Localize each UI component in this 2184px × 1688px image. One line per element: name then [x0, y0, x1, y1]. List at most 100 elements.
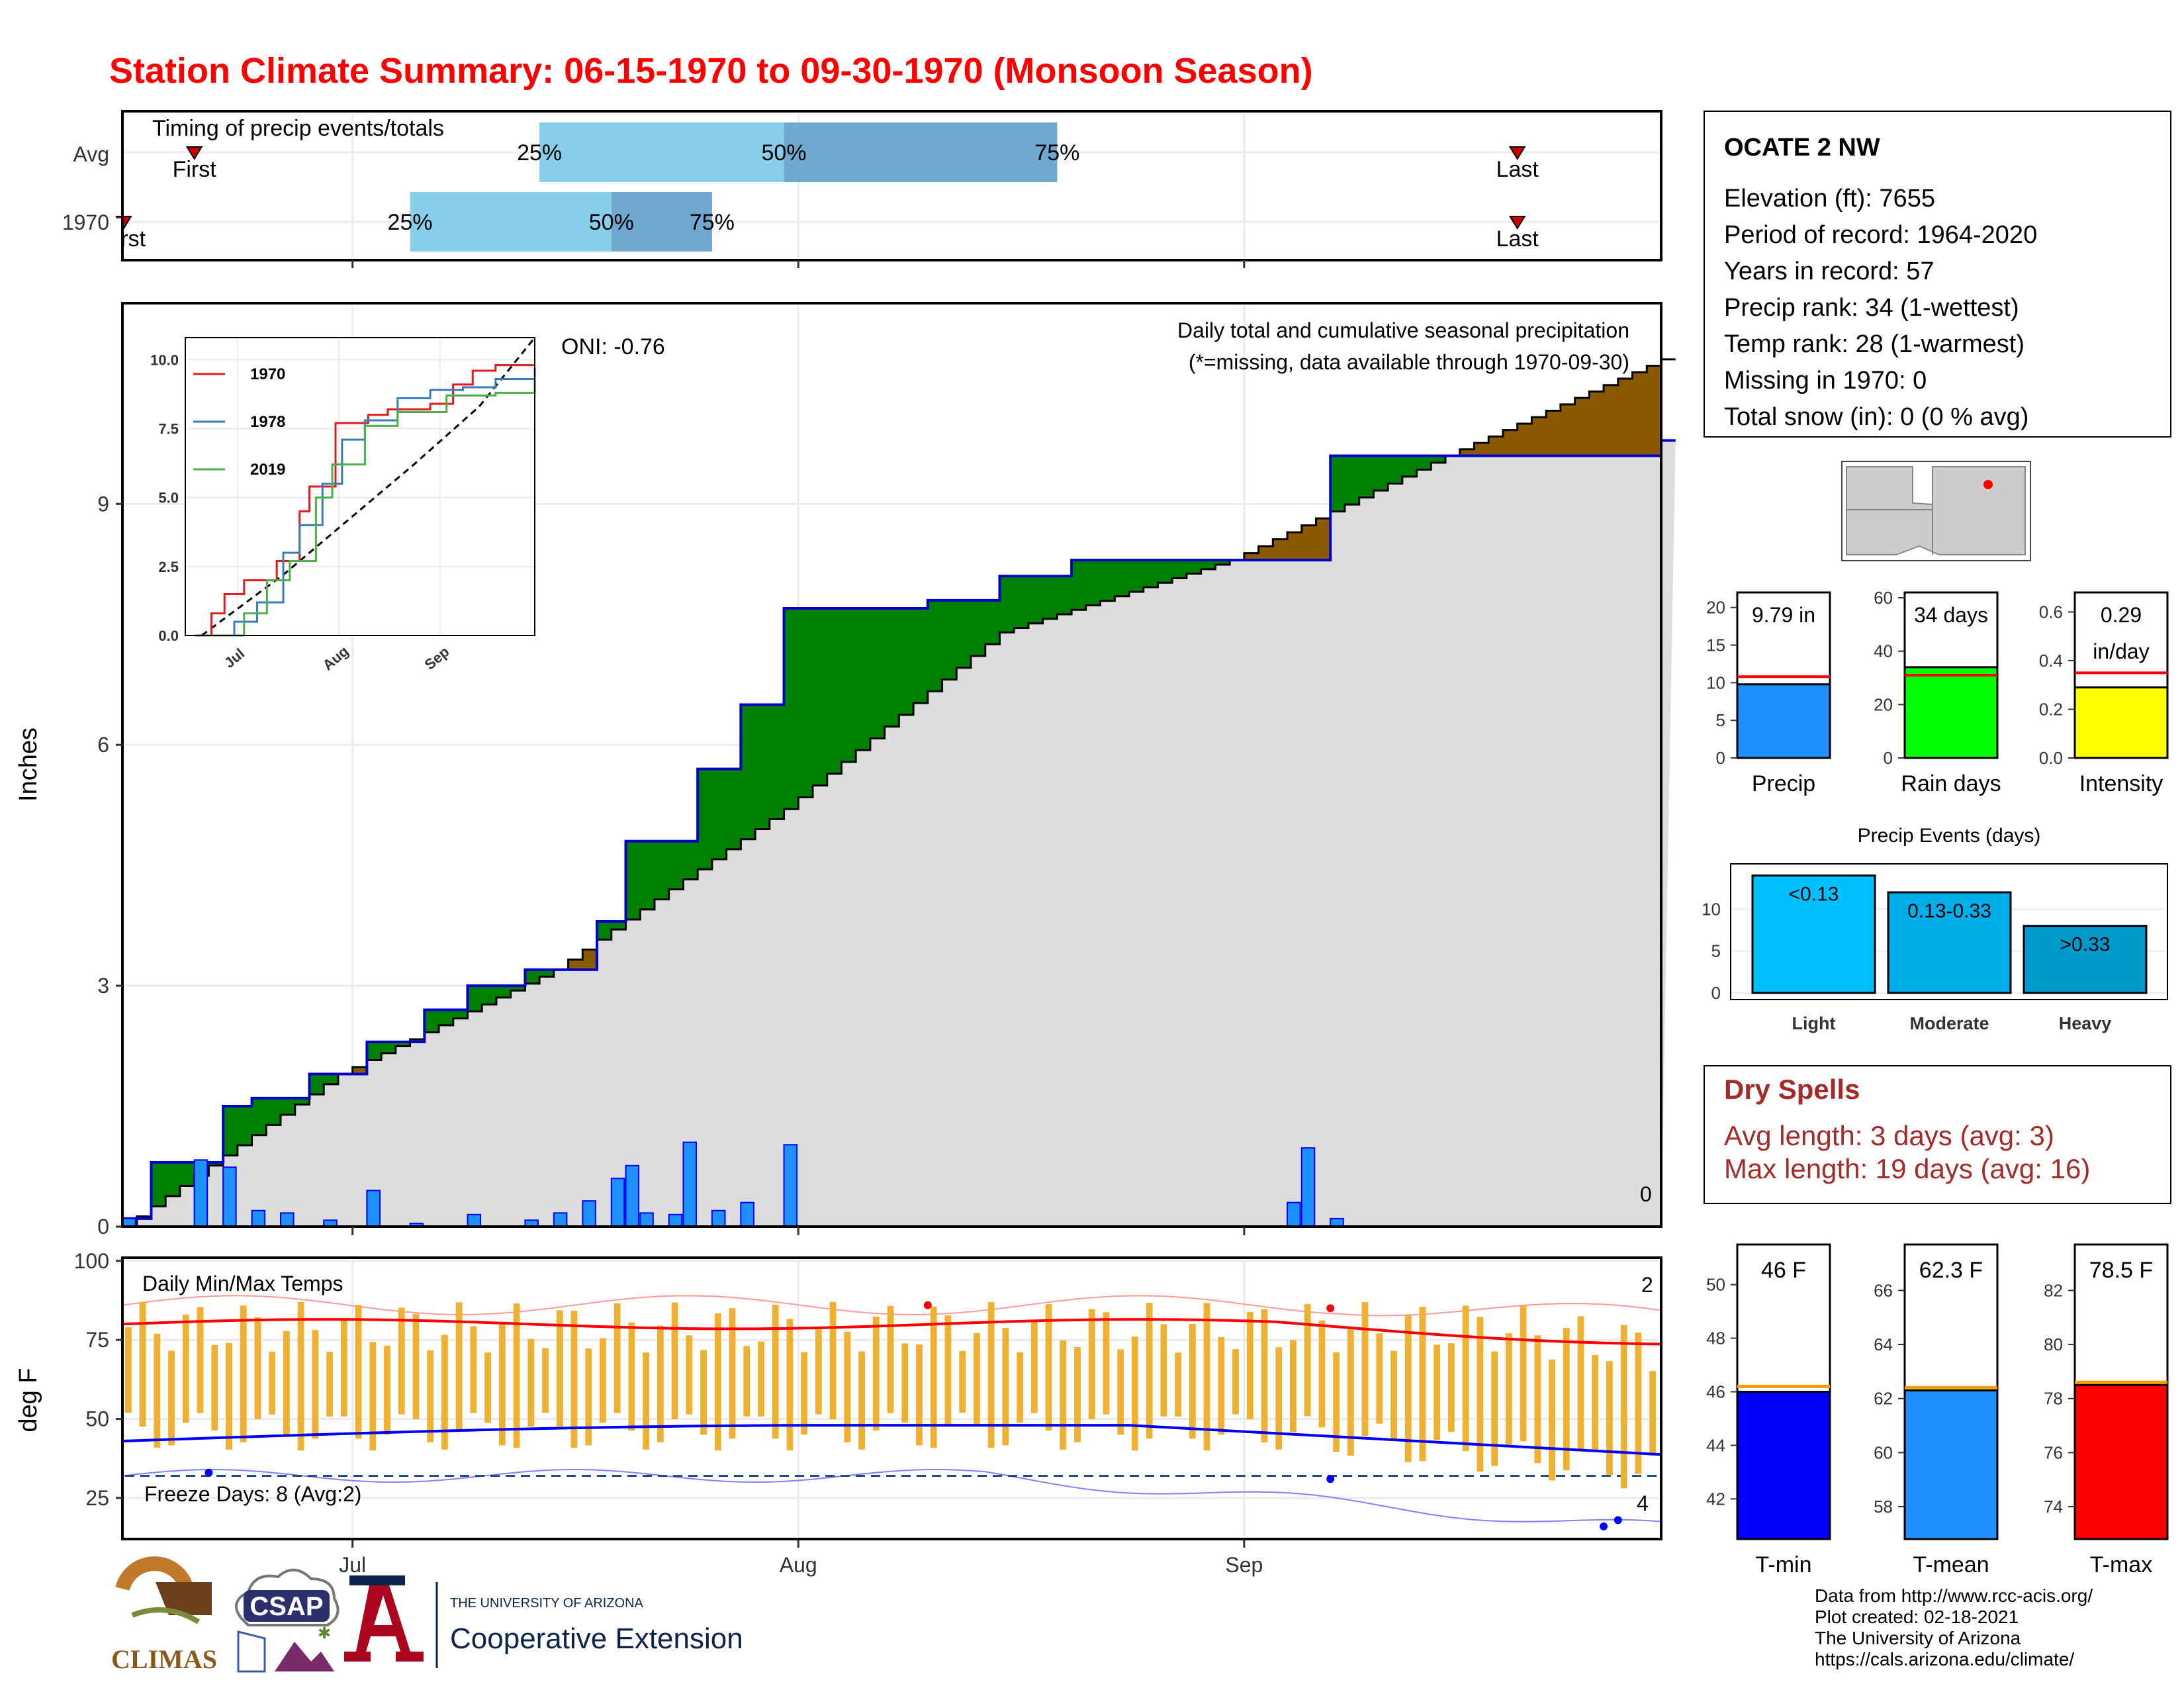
dry-spells-box: Dry Spells Avg length: 3 days (avg: 3) M…	[1704, 1065, 2171, 1204]
daily-temp-bar	[1017, 1352, 1023, 1423]
daily-temp-bar	[455, 1302, 463, 1431]
deficit-area	[1287, 532, 1302, 561]
record-high-marker	[1326, 1304, 1335, 1313]
dry-spells-avg: Avg length: 3 days (avg: 3)	[1724, 1120, 2054, 1151]
temp-summary-ytick-label: 76	[2044, 1442, 2063, 1462]
station-info-line: Period of record: 1964-2020	[1724, 221, 2037, 249]
inset-series-line	[201, 376, 536, 637]
daily-temp-bar	[1146, 1303, 1153, 1439]
daily-precip-bar	[366, 1190, 381, 1228]
daily-temp-bar	[1189, 1323, 1196, 1439]
daily-temp-bar	[1060, 1340, 1067, 1450]
surplus-area	[1115, 560, 1130, 596]
logos: CLIMAS CSAP ✱ THE UNIVERSITY OF ARIZONA …	[111, 1556, 743, 1674]
surplus-area	[1085, 560, 1101, 606]
surplus-area	[1172, 560, 1187, 579]
daily-temp-bar	[326, 1352, 333, 1417]
credits: Data from http://www.rcc-acis.org/Plot c…	[1815, 1585, 2093, 1669]
daily-temp-bar	[1419, 1307, 1426, 1462]
daily-precip-bar	[639, 1212, 654, 1228]
deficit-area	[1502, 430, 1518, 456]
events-bar-label: >0.33	[2060, 934, 2111, 956]
daily-temp-bar	[1275, 1347, 1283, 1450]
daily-temp-bar	[974, 1333, 980, 1427]
surplus-area	[482, 986, 497, 1005]
daily-precip-bar	[553, 1212, 568, 1228]
daily-temp-bar	[570, 1311, 578, 1448]
first-event-label: First	[173, 157, 217, 182]
daily-temp-bar	[340, 1318, 347, 1417]
deficit-area	[352, 1067, 367, 1074]
surplus-area	[1215, 560, 1230, 565]
temp-summary-value-label: 78.5 F	[2089, 1258, 2153, 1283]
summary-ytick-label: 0.2	[2039, 699, 2063, 719]
surplus-area	[266, 1098, 281, 1125]
daily-precip-bar	[280, 1212, 295, 1228]
surplus-area	[755, 704, 770, 829]
daily-temp-bar	[139, 1302, 146, 1427]
surplus-area	[698, 769, 713, 870]
daily-temp-bar	[844, 1331, 851, 1442]
surplus-area	[769, 704, 785, 820]
svg-text:✱: ✱	[318, 1624, 331, 1642]
temp-summary-ytick-label: 48	[1706, 1329, 1725, 1348]
events-category-label: Moderate	[1909, 1013, 1989, 1033]
precip-ytick-label: 0	[97, 1215, 109, 1239]
surplus-area	[999, 576, 1015, 633]
daily-precip-bar	[625, 1164, 640, 1228]
timing-row-1970-label: 1970	[62, 211, 109, 234]
daily-temp-bar	[700, 1350, 707, 1435]
temp-xtick-label: Sep	[1225, 1553, 1263, 1577]
temp-xtick-label: Jul	[339, 1553, 366, 1577]
summary-bar-charts: 9.79 in 0 5 10 15 20 Precip 34 days 0 20 40 60 Rain …	[1706, 588, 2169, 796]
daily-temp-bar	[1390, 1350, 1397, 1440]
daily-temp-bar	[412, 1313, 420, 1420]
state-map	[1841, 461, 2031, 561]
daily-temp-bar	[484, 1352, 492, 1423]
summary-ytick-label: 20	[1706, 598, 1725, 618]
deficit-area	[1273, 539, 1288, 561]
surplus-area	[1388, 455, 1403, 484]
events-bar	[2023, 925, 2148, 994]
temp-ytick-label: 75	[85, 1328, 109, 1352]
csap-logo: CSAP ✱	[235, 1568, 340, 1673]
surplus-area	[295, 1098, 310, 1105]
freeze-days-label: Freeze Days: 8 (Avg:2)	[144, 1482, 361, 1506]
daily-temp-bar	[628, 1322, 635, 1431]
timing-q75-label: 75%	[1034, 140, 1079, 165]
credit-line: The University of Arizona	[1815, 1628, 2021, 1648]
surplus-area	[251, 1098, 267, 1135]
surplus-area	[1057, 576, 1072, 615]
deficit-area	[1546, 410, 1561, 456]
temp-xtick-label: Aug	[780, 1553, 817, 1577]
daily-temp-bar	[944, 1315, 952, 1427]
daily-temp-bar	[556, 1310, 563, 1427]
daily-temp-bar	[1505, 1333, 1512, 1445]
inset-series-line	[195, 367, 536, 637]
temp-summary-ytick-label: 74	[2044, 1497, 2063, 1517]
daily-precip-bar	[1287, 1201, 1301, 1227]
surplus-area	[453, 1009, 469, 1019]
surplus-area	[640, 841, 655, 910]
daily-temp-bar	[614, 1303, 621, 1413]
daily-temp-bar	[743, 1346, 751, 1417]
timing-q50-label: 50%	[589, 210, 634, 235]
daily-temp-bar	[987, 1302, 995, 1448]
page-title: Station Climate Summary: 06-15-1970 to 0…	[109, 51, 1313, 91]
precip-frame	[121, 302, 1662, 1228]
precip-events-chart: Precip Events (days) 0 5 10 <0.13 Light 0.13-…	[1702, 825, 2168, 1033]
daily-temp-bar	[1462, 1305, 1469, 1452]
daily-temp-bar	[168, 1350, 175, 1446]
surplus-area	[165, 1162, 181, 1196]
summary-ytick-label: 10	[1706, 673, 1725, 692]
last-event-label: Last	[1496, 226, 1539, 252]
temp-summary-ytick-label: 60	[1874, 1442, 1893, 1462]
summary-ytick-label: 0	[1884, 748, 1893, 768]
events-category-label: Light	[1792, 1013, 1836, 1033]
daily-temp-bar	[384, 1345, 390, 1435]
surplus-area	[237, 1106, 253, 1146]
temp-ytick-label: 50	[85, 1407, 109, 1431]
surplus-area	[654, 841, 670, 900]
surplus-area	[812, 608, 828, 786]
daily-temp-bar	[513, 1303, 520, 1448]
